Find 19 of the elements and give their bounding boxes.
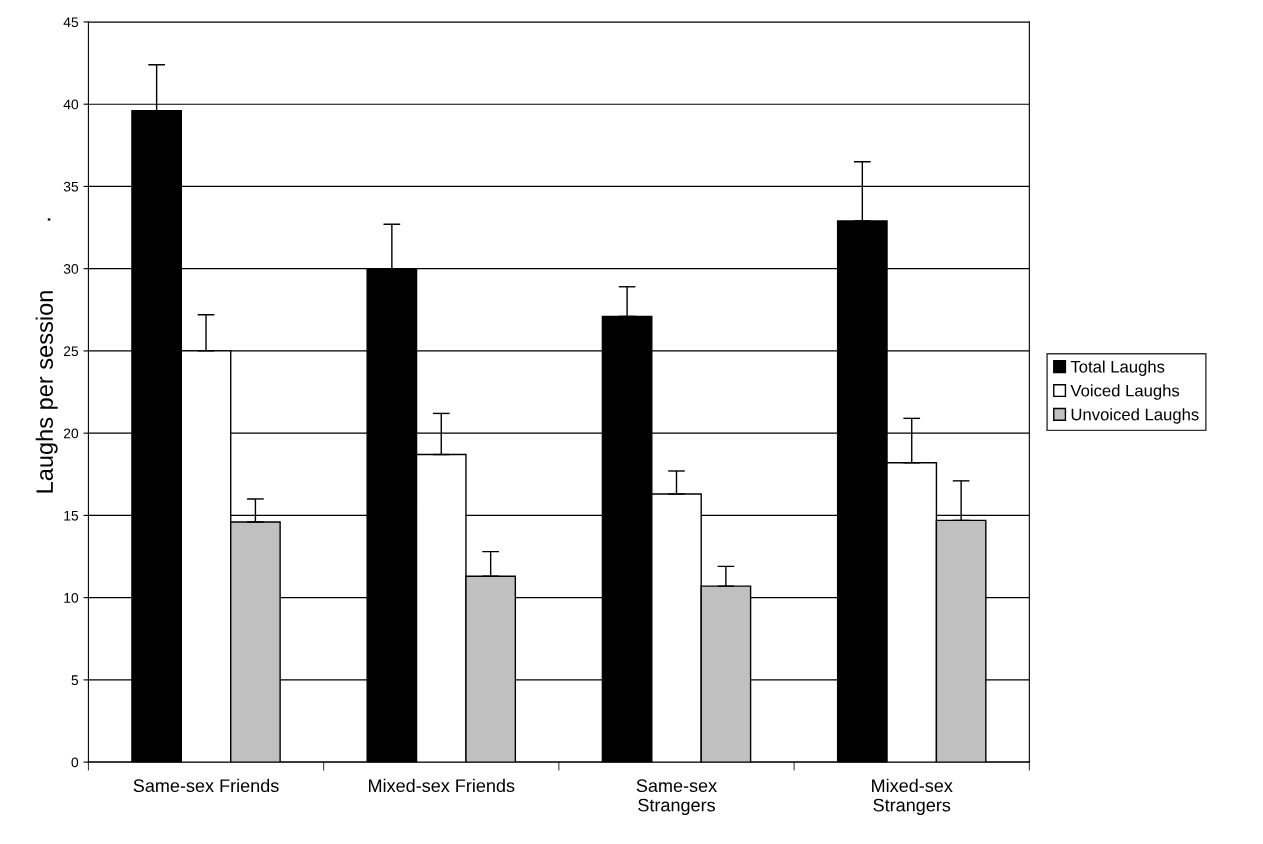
text: . bbox=[47, 218, 51, 221]
y-tick-label: 30 bbox=[63, 264, 79, 274]
x-tick-label: Same-sex Strangers bbox=[636, 779, 717, 816]
legend-label: Unvoiced Laughs bbox=[1071, 408, 1199, 424]
y-tick-label: 40 bbox=[63, 99, 79, 110]
y-tick-label: 25 bbox=[63, 346, 79, 357]
y-tick-label: 15 bbox=[64, 510, 79, 521]
y-tick-label: 0 bbox=[71, 757, 79, 768]
x-tick-label: Same-sex Friends bbox=[133, 778, 279, 793]
y-tick-label: 5 bbox=[71, 675, 79, 686]
y-tick-label: 10 bbox=[64, 592, 79, 603]
y-tick-label: 45 bbox=[63, 17, 79, 28]
x-tick-label: Mixed-sex Friends bbox=[369, 778, 515, 793]
y-axis-title: Laughs per session bbox=[35, 291, 58, 493]
y-tick-label: 20 bbox=[63, 428, 79, 439]
legend-label: Voiced Laughs bbox=[1070, 384, 1180, 400]
y-tick-label: 35 bbox=[63, 181, 79, 192]
legend-label: Total Laughs bbox=[1070, 360, 1165, 376]
x-tick-label: Mixed-sex Strangers bbox=[872, 778, 953, 816]
